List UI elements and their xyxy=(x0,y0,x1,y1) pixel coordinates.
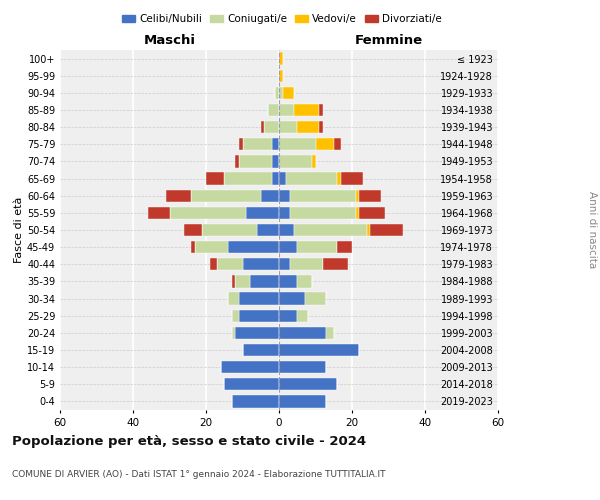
Bar xyxy=(272,156,279,168)
Bar xyxy=(279,172,286,184)
Bar xyxy=(242,138,272,150)
Bar xyxy=(224,378,279,390)
Bar xyxy=(235,326,279,339)
Bar xyxy=(356,206,359,219)
Bar xyxy=(191,241,195,254)
Text: Anni di nascita: Anni di nascita xyxy=(587,192,597,268)
Bar xyxy=(279,206,290,219)
Bar xyxy=(319,104,323,116)
Bar xyxy=(293,104,319,116)
Bar xyxy=(279,138,316,150)
Bar xyxy=(232,326,235,339)
Bar xyxy=(286,172,337,184)
Bar xyxy=(326,326,334,339)
Bar xyxy=(334,138,341,150)
Bar xyxy=(297,121,319,134)
Bar xyxy=(279,344,359,356)
Bar xyxy=(290,206,356,219)
Bar xyxy=(224,172,272,184)
Bar xyxy=(370,224,403,236)
Bar xyxy=(217,258,242,270)
Bar xyxy=(283,86,293,99)
Bar xyxy=(246,206,279,219)
Bar xyxy=(148,206,170,219)
Bar xyxy=(272,138,279,150)
Bar xyxy=(279,396,326,407)
Bar xyxy=(279,326,326,339)
Bar xyxy=(232,310,239,322)
Bar xyxy=(257,224,279,236)
Bar xyxy=(250,276,279,287)
Bar xyxy=(319,121,323,134)
Bar xyxy=(279,310,297,322)
Legend: Celibi/Nubili, Coniugati/e, Vedovi/e, Divorziati/e: Celibi/Nubili, Coniugati/e, Vedovi/e, Di… xyxy=(118,10,446,29)
Bar xyxy=(265,121,279,134)
Bar xyxy=(221,361,279,374)
Bar xyxy=(279,52,283,64)
Bar xyxy=(261,121,265,134)
Bar xyxy=(239,156,272,168)
Text: COMUNE DI ARVIER (AO) - Dati ISTAT 1° gennaio 2024 - Elaborazione TUTTITALIA.IT: COMUNE DI ARVIER (AO) - Dati ISTAT 1° ge… xyxy=(12,470,386,479)
Bar xyxy=(279,190,290,202)
Bar xyxy=(359,206,385,219)
Bar xyxy=(235,276,250,287)
Bar xyxy=(166,190,191,202)
Bar xyxy=(279,156,312,168)
Text: Maschi: Maschi xyxy=(143,34,196,46)
Bar xyxy=(239,138,242,150)
Bar xyxy=(202,224,257,236)
Bar xyxy=(228,241,279,254)
Bar xyxy=(337,241,352,254)
Bar xyxy=(279,292,305,304)
Bar xyxy=(232,396,279,407)
Bar xyxy=(279,70,283,82)
Bar xyxy=(337,172,341,184)
Bar xyxy=(195,241,228,254)
Bar xyxy=(341,172,363,184)
Bar xyxy=(191,190,261,202)
Bar xyxy=(359,190,381,202)
Bar xyxy=(242,344,279,356)
Bar xyxy=(206,172,224,184)
Bar xyxy=(323,258,349,270)
Bar xyxy=(356,190,359,202)
Bar xyxy=(312,156,316,168)
Bar xyxy=(170,206,246,219)
Bar xyxy=(297,276,312,287)
Bar xyxy=(297,241,337,254)
Bar xyxy=(232,276,235,287)
Bar xyxy=(209,258,217,270)
Bar xyxy=(279,104,293,116)
Bar xyxy=(367,224,370,236)
Bar xyxy=(228,292,239,304)
Y-axis label: Fasce di età: Fasce di età xyxy=(14,197,24,263)
Bar xyxy=(184,224,202,236)
Bar xyxy=(268,104,279,116)
Bar xyxy=(290,190,356,202)
Bar xyxy=(275,86,279,99)
Bar xyxy=(261,190,279,202)
Bar xyxy=(293,224,367,236)
Bar xyxy=(239,310,279,322)
Bar xyxy=(279,121,297,134)
Bar xyxy=(279,86,283,99)
Bar xyxy=(279,224,293,236)
Bar xyxy=(279,241,297,254)
Bar xyxy=(305,292,326,304)
Bar xyxy=(239,292,279,304)
Bar xyxy=(279,361,326,374)
Bar xyxy=(316,138,334,150)
Bar xyxy=(297,310,308,322)
Bar xyxy=(272,172,279,184)
Bar xyxy=(235,156,239,168)
Bar xyxy=(290,258,323,270)
Bar xyxy=(279,276,297,287)
Text: Popolazione per età, sesso e stato civile - 2024: Popolazione per età, sesso e stato civil… xyxy=(12,435,366,448)
Bar xyxy=(279,258,290,270)
Bar xyxy=(279,378,337,390)
Bar xyxy=(242,258,279,270)
Text: Femmine: Femmine xyxy=(355,34,422,46)
